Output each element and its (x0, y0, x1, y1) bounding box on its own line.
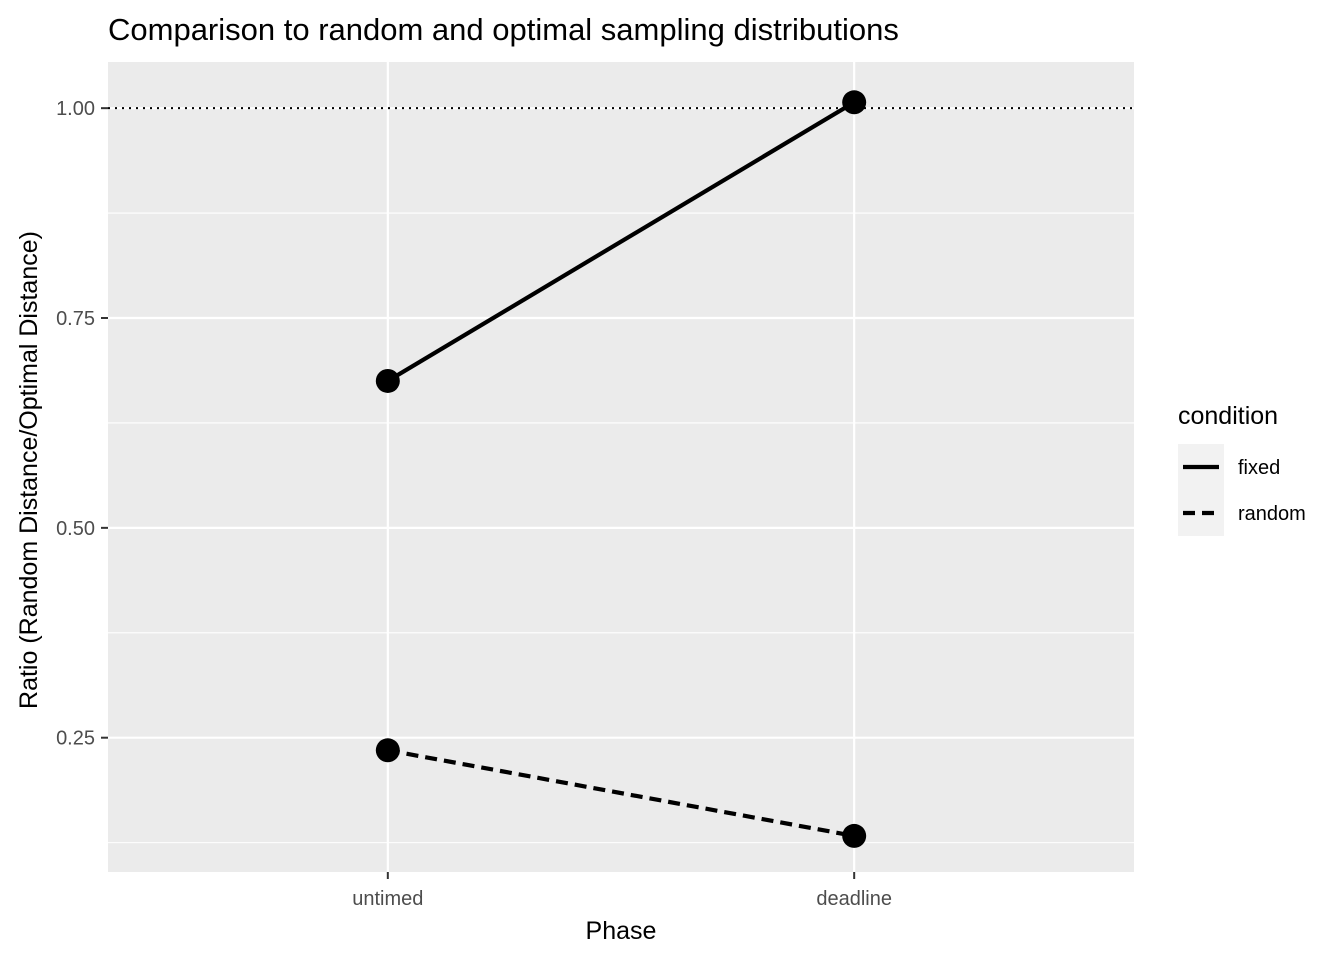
chart-title: Comparison to random and optimal samplin… (108, 12, 899, 47)
y-axis: 0.25 0.50 0.75 1.00 (56, 98, 108, 750)
y-tick-label: 0.25 (56, 728, 95, 750)
plot-panel (108, 62, 1134, 872)
x-tick-label: untimed (352, 888, 423, 910)
point-random-deadline (842, 823, 867, 848)
y-tick-label: 1.00 (56, 98, 95, 120)
x-axis: untimed deadline (352, 872, 892, 910)
legend: condition fixed random (1178, 402, 1306, 536)
x-axis-title: Phase (586, 917, 657, 945)
data-points (375, 90, 867, 848)
point-fixed-deadline (842, 90, 867, 115)
point-fixed-untimed (375, 368, 400, 393)
y-tick-label: 0.75 (56, 308, 95, 330)
minor-gridlines (108, 212, 1134, 844)
legend-label-fixed: fixed (1238, 457, 1280, 479)
series-line-fixed (386, 100, 856, 383)
y-tick-label: 0.50 (56, 518, 95, 540)
series-lines (386, 100, 856, 838)
major-gridlines (108, 62, 1134, 872)
point-random-untimed (375, 738, 400, 763)
series-line-random (387, 748, 855, 838)
x-tick-label: deadline (816, 888, 892, 910)
legend-key-background (1178, 444, 1224, 536)
y-axis-title: Ratio (Random Distance/Optimal Distance) (15, 231, 43, 709)
legend-title: condition (1178, 402, 1278, 430)
legend-label-random: random (1238, 503, 1306, 525)
